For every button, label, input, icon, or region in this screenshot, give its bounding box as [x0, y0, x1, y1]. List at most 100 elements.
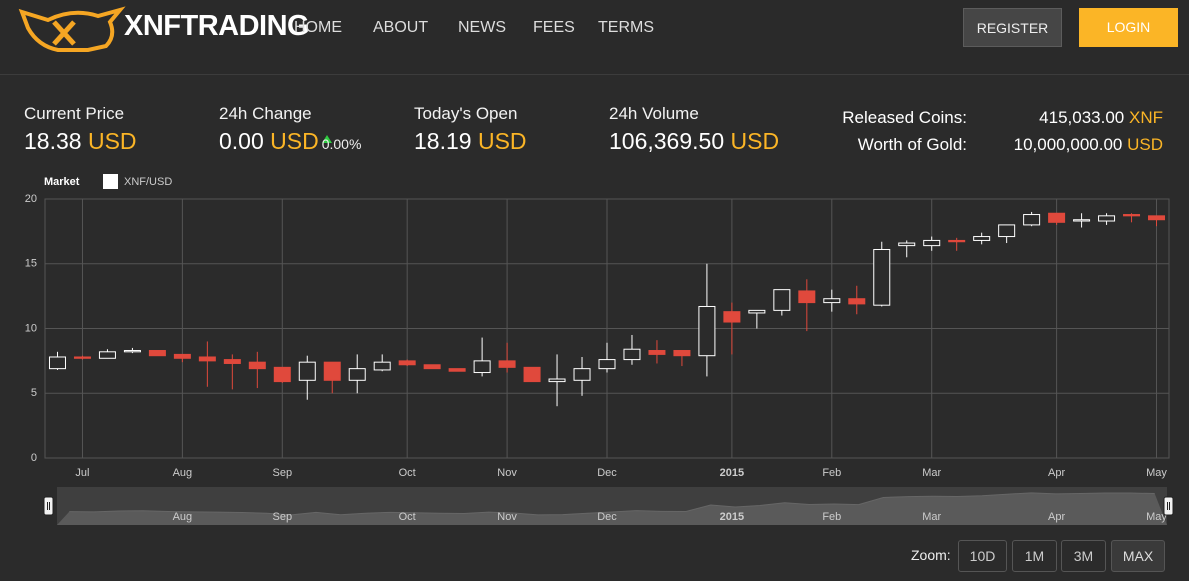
candle-body: [648, 350, 666, 355]
x-tick-label: Feb: [822, 467, 841, 479]
zoom-button[interactable]: 3M: [1061, 540, 1106, 572]
candle-body: [1048, 212, 1066, 223]
navigator-label: 2015: [720, 511, 744, 523]
nav-link[interactable]: HOME: [294, 19, 342, 36]
nav-link[interactable]: FEES: [533, 19, 575, 36]
stat-label: Today's Open: [414, 104, 518, 123]
navigator-handle[interactable]: [1163, 496, 1174, 516]
candle-body: [673, 350, 691, 357]
nav-link[interactable]: TERMS: [598, 19, 654, 36]
stat-change: 0.00%: [321, 136, 362, 152]
candle-body: [823, 298, 841, 304]
x-tick-label: Jul: [75, 467, 89, 479]
candle-body: [848, 298, 866, 305]
candle-body: [598, 359, 616, 370]
x-tick-label: Dec: [597, 467, 617, 479]
navigator-label: Aug: [173, 511, 193, 523]
login-button[interactable]: LOGIN: [1079, 8, 1178, 47]
stat-unit: USD: [87, 128, 137, 154]
zoom-button[interactable]: MAX: [1111, 540, 1165, 572]
candle-body: [523, 366, 541, 383]
x-tick-label: Aug: [173, 467, 193, 479]
stat: 24h Change 0.00 USD 0.00%: [219, 104, 361, 155]
candle-body: [798, 290, 816, 304]
supply-label: Worth of Gold:: [857, 135, 967, 154]
stat-value: 18.19: [414, 128, 472, 154]
candle-body: [473, 360, 491, 374]
stat-label: 24h Change: [219, 104, 312, 123]
zoom-button[interactable]: 10D: [958, 540, 1007, 572]
stat-unit: USD: [270, 128, 319, 154]
y-tick-label: 5: [31, 387, 37, 399]
candle-body: [573, 368, 591, 381]
legend-swatch: [103, 174, 118, 189]
stat-unit: USD: [730, 128, 780, 154]
candle-body: [423, 364, 441, 370]
x-tick-label: Apr: [1048, 467, 1065, 479]
legend-label: XNF/USD: [124, 176, 172, 188]
stat-value: 18.38: [24, 128, 82, 154]
candle-body: [373, 361, 391, 371]
y-tick-label: 0: [31, 452, 37, 464]
brand[interactable]: XNFTRADING: [124, 10, 310, 42]
stat: 24h Volume 106,369.50 USD: [609, 104, 779, 155]
stat-label: Current Price: [24, 104, 125, 123]
candle-body: [273, 366, 291, 383]
navigator-label: Sep: [272, 511, 292, 523]
candle-body: [1098, 215, 1116, 222]
supply-unit: USD: [1127, 135, 1163, 154]
nav-link[interactable]: NEWS: [458, 19, 506, 36]
candle-body: [348, 368, 366, 381]
navigator-label: Nov: [497, 511, 517, 523]
candle-body: [723, 311, 741, 323]
candle-body: [773, 289, 791, 311]
candle-body: [1123, 214, 1141, 217]
x-tick-label: May: [1146, 467, 1167, 479]
candle-body: [398, 360, 416, 366]
navigator-label: Oct: [399, 511, 416, 523]
y-tick-label: 20: [25, 193, 37, 205]
navigator-handle[interactable]: [43, 496, 54, 516]
logo: [18, 6, 126, 52]
candle-body: [148, 350, 166, 357]
y-tick-label: 10: [25, 322, 37, 334]
candle-body: [973, 236, 991, 241]
candle-body: [323, 361, 341, 381]
candle-body: [923, 239, 941, 247]
stat: Today's Open 18.19 USD: [414, 104, 527, 155]
navigator-line: [69, 492, 1155, 516]
x-tick-label: Oct: [399, 467, 416, 479]
navigator-label: Apr: [1048, 511, 1065, 523]
candle-body: [698, 305, 716, 357]
zoom-button[interactable]: 1M: [1012, 540, 1057, 572]
candle-body: [223, 359, 241, 364]
candle-body: [1148, 215, 1166, 221]
candle-body: [948, 239, 966, 243]
candle-body: [173, 353, 191, 359]
candle-body: [123, 350, 141, 353]
stat-value: 0.00: [219, 128, 264, 154]
register-button[interactable]: REGISTER: [963, 8, 1062, 47]
up-arrow: [321, 135, 332, 143]
candle-body: [198, 356, 216, 362]
zoom-label: Zoom:: [911, 547, 951, 563]
y-tick-label: 15: [25, 258, 37, 270]
navigator-label: Mar: [922, 511, 941, 523]
candle-body: [898, 242, 916, 247]
supply-value: 415,033.00: [1039, 108, 1125, 127]
x-tick-label: Nov: [497, 467, 517, 479]
candle-body: [548, 378, 566, 383]
candle-body: [1073, 219, 1091, 222]
navigator-area: [57, 492, 1167, 525]
stat-label: 24h Volume: [609, 104, 699, 123]
supply-label: Released Coins:: [842, 108, 967, 127]
navigator-label: May: [1146, 511, 1167, 523]
header: XNFTRADING HOME ABOUT NEWS FEES TERMS RE…: [0, 0, 1189, 75]
supply-value: 10,000,000.00: [1013, 135, 1123, 154]
x-tick-label: Mar: [922, 467, 941, 479]
stat-unit: USD: [477, 128, 527, 154]
candle-body: [498, 360, 516, 368]
nav-link[interactable]: ABOUT: [373, 19, 429, 36]
legend-title: Market: [44, 176, 80, 188]
